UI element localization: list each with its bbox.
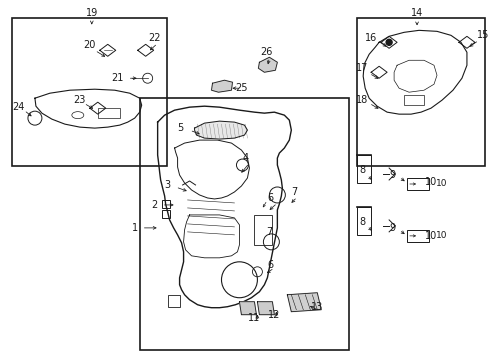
Text: 22: 22 (148, 33, 161, 43)
Circle shape (386, 39, 391, 45)
Text: 9: 9 (388, 170, 394, 180)
Text: 2: 2 (151, 200, 158, 210)
Text: 26: 26 (260, 47, 272, 57)
Polygon shape (258, 57, 277, 72)
Polygon shape (239, 302, 256, 315)
Text: 11: 11 (248, 313, 260, 323)
Text: 24: 24 (12, 102, 24, 112)
Text: 21: 21 (111, 73, 123, 83)
Bar (167, 295, 179, 307)
Bar (98, 108, 120, 118)
Text: 10: 10 (435, 231, 447, 240)
Polygon shape (257, 302, 274, 315)
Bar (406, 230, 428, 242)
Text: 6: 6 (267, 193, 273, 203)
Text: 12: 12 (267, 310, 280, 320)
Text: 6: 6 (267, 260, 273, 270)
Text: 14: 14 (410, 8, 422, 18)
Text: 10: 10 (424, 177, 436, 187)
Bar (254, 215, 272, 245)
Text: 8: 8 (358, 217, 365, 227)
Bar (356, 155, 370, 183)
Text: 4: 4 (242, 153, 248, 163)
Text: 18: 18 (355, 95, 367, 105)
Bar (140, 98, 348, 350)
Text: 7: 7 (265, 227, 272, 237)
Polygon shape (211, 80, 232, 92)
Text: 10: 10 (435, 180, 447, 189)
Bar (356, 18, 484, 166)
Bar (162, 200, 169, 208)
Polygon shape (194, 121, 247, 139)
Text: 8: 8 (358, 165, 365, 175)
Text: 20: 20 (83, 40, 96, 50)
Text: 13: 13 (310, 302, 323, 312)
Bar (162, 210, 169, 218)
Bar (403, 95, 423, 105)
Text: 9: 9 (388, 223, 394, 233)
Text: 7: 7 (291, 187, 297, 197)
Bar (356, 207, 370, 235)
Polygon shape (287, 293, 321, 312)
Text: 19: 19 (85, 8, 98, 18)
Text: 23: 23 (74, 95, 86, 105)
Text: 5: 5 (177, 123, 183, 133)
Text: 25: 25 (234, 83, 247, 93)
Text: 1: 1 (131, 223, 138, 233)
Bar (12, 18, 166, 166)
Text: 17: 17 (355, 63, 367, 73)
Text: 10: 10 (424, 231, 436, 241)
Text: 15: 15 (476, 30, 488, 40)
Text: 3: 3 (164, 180, 170, 190)
Bar (406, 178, 428, 190)
Text: 16: 16 (364, 33, 377, 43)
